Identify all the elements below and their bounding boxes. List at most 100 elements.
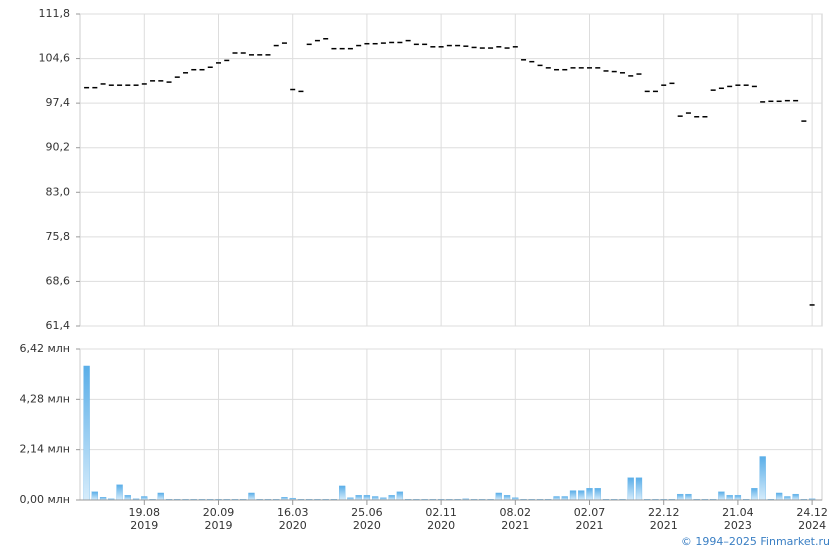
- candle: [727, 85, 733, 88]
- y-tick-label: 104,6: [39, 52, 71, 65]
- candle: [784, 99, 790, 102]
- volume-bar: [586, 488, 593, 501]
- candle: [133, 84, 139, 86]
- candle: [125, 84, 131, 86]
- candle: [314, 39, 320, 42]
- x-tick-label: 02.07 2021: [573, 506, 606, 532]
- candle: [166, 81, 172, 83]
- candle: [290, 88, 296, 91]
- candle: [529, 60, 535, 63]
- candle: [438, 46, 444, 48]
- candle: [521, 59, 527, 61]
- y-tick-label: 111,8: [39, 7, 71, 20]
- plot-area: [79, 13, 823, 327]
- x-tick-label: 20.09 2019: [202, 506, 235, 532]
- volume-bar: [751, 488, 758, 501]
- candle: [339, 47, 345, 50]
- candle: [537, 64, 543, 67]
- candle: [199, 68, 205, 71]
- candle: [677, 115, 683, 117]
- candle: [760, 101, 766, 103]
- volume-bar: [388, 495, 395, 501]
- candle: [174, 76, 180, 78]
- volume-bar: [569, 490, 577, 501]
- candle: [257, 54, 263, 56]
- volume-bar: [116, 484, 123, 501]
- plot-area: [79, 348, 823, 501]
- candle: [150, 80, 156, 82]
- x-tick-label: 24.12 2024: [796, 506, 828, 532]
- candle: [669, 82, 675, 85]
- x-tick-label: 25.06 2020: [351, 506, 383, 532]
- volume-bar: [594, 488, 601, 501]
- candle: [735, 84, 741, 86]
- volume-bar: [775, 492, 783, 501]
- candle: [281, 42, 287, 44]
- candle: [397, 41, 403, 44]
- volume-bar: [248, 492, 255, 501]
- candle: [422, 43, 428, 46]
- candle: [141, 83, 147, 85]
- candle: [117, 84, 123, 86]
- candle: [611, 70, 617, 73]
- candle: [84, 86, 90, 89]
- footer[interactable]: © 1994–2025 Finmarket.ru: [680, 535, 830, 548]
- candle: [232, 52, 238, 54]
- y-tick-label: 4,28 млн: [19, 392, 70, 405]
- volume-bar: [363, 495, 371, 501]
- y-tick-label: 68,6: [46, 274, 71, 287]
- candle: [512, 46, 518, 48]
- candle: [306, 43, 312, 46]
- candle: [603, 70, 609, 72]
- candle: [216, 62, 222, 64]
- candle: [455, 44, 461, 47]
- candle: [446, 44, 452, 47]
- x-tick-label: 16.03 2020: [276, 506, 309, 532]
- candle: [100, 83, 106, 85]
- volume-bar: [503, 495, 511, 501]
- candle: [471, 46, 477, 49]
- volume-bar: [372, 496, 379, 501]
- y-tick-label: 75,8: [46, 230, 71, 243]
- candle: [710, 89, 716, 91]
- candle: [619, 72, 625, 74]
- candle: [718, 87, 724, 90]
- volume-bar: [578, 490, 585, 501]
- candle: [240, 52, 246, 54]
- candle: [628, 75, 634, 77]
- candle: [207, 66, 213, 68]
- volume-bar: [726, 495, 733, 501]
- candle: [183, 72, 189, 74]
- candle: [158, 80, 164, 82]
- candle: [298, 90, 304, 93]
- volume-bar: [495, 492, 502, 501]
- candle: [595, 67, 601, 69]
- candle: [479, 47, 485, 49]
- candle: [793, 99, 799, 102]
- candle: [273, 44, 279, 47]
- volume-bar: [91, 491, 98, 501]
- y-tick-label: 90,2: [46, 141, 71, 154]
- candle: [751, 85, 757, 88]
- candle: [636, 73, 642, 75]
- candle: [694, 116, 700, 118]
- x-tick-label: 21.04 2023: [722, 506, 754, 532]
- volume-bar: [734, 495, 742, 501]
- candle: [356, 44, 362, 47]
- x-tick-label: 22.12 2021: [647, 506, 680, 532]
- volume-bar: [141, 496, 148, 501]
- volume-bar: [339, 485, 346, 501]
- volume-bar: [759, 456, 766, 501]
- candle: [413, 43, 419, 46]
- candle: [405, 39, 411, 42]
- candle: [743, 84, 749, 86]
- volume-bar: [157, 492, 164, 501]
- candle: [92, 86, 98, 89]
- candle: [554, 68, 560, 71]
- candle: [331, 47, 337, 50]
- y-tick-label: 61,4: [46, 319, 71, 332]
- volume-bar: [124, 495, 131, 501]
- volume-bar: [685, 493, 692, 501]
